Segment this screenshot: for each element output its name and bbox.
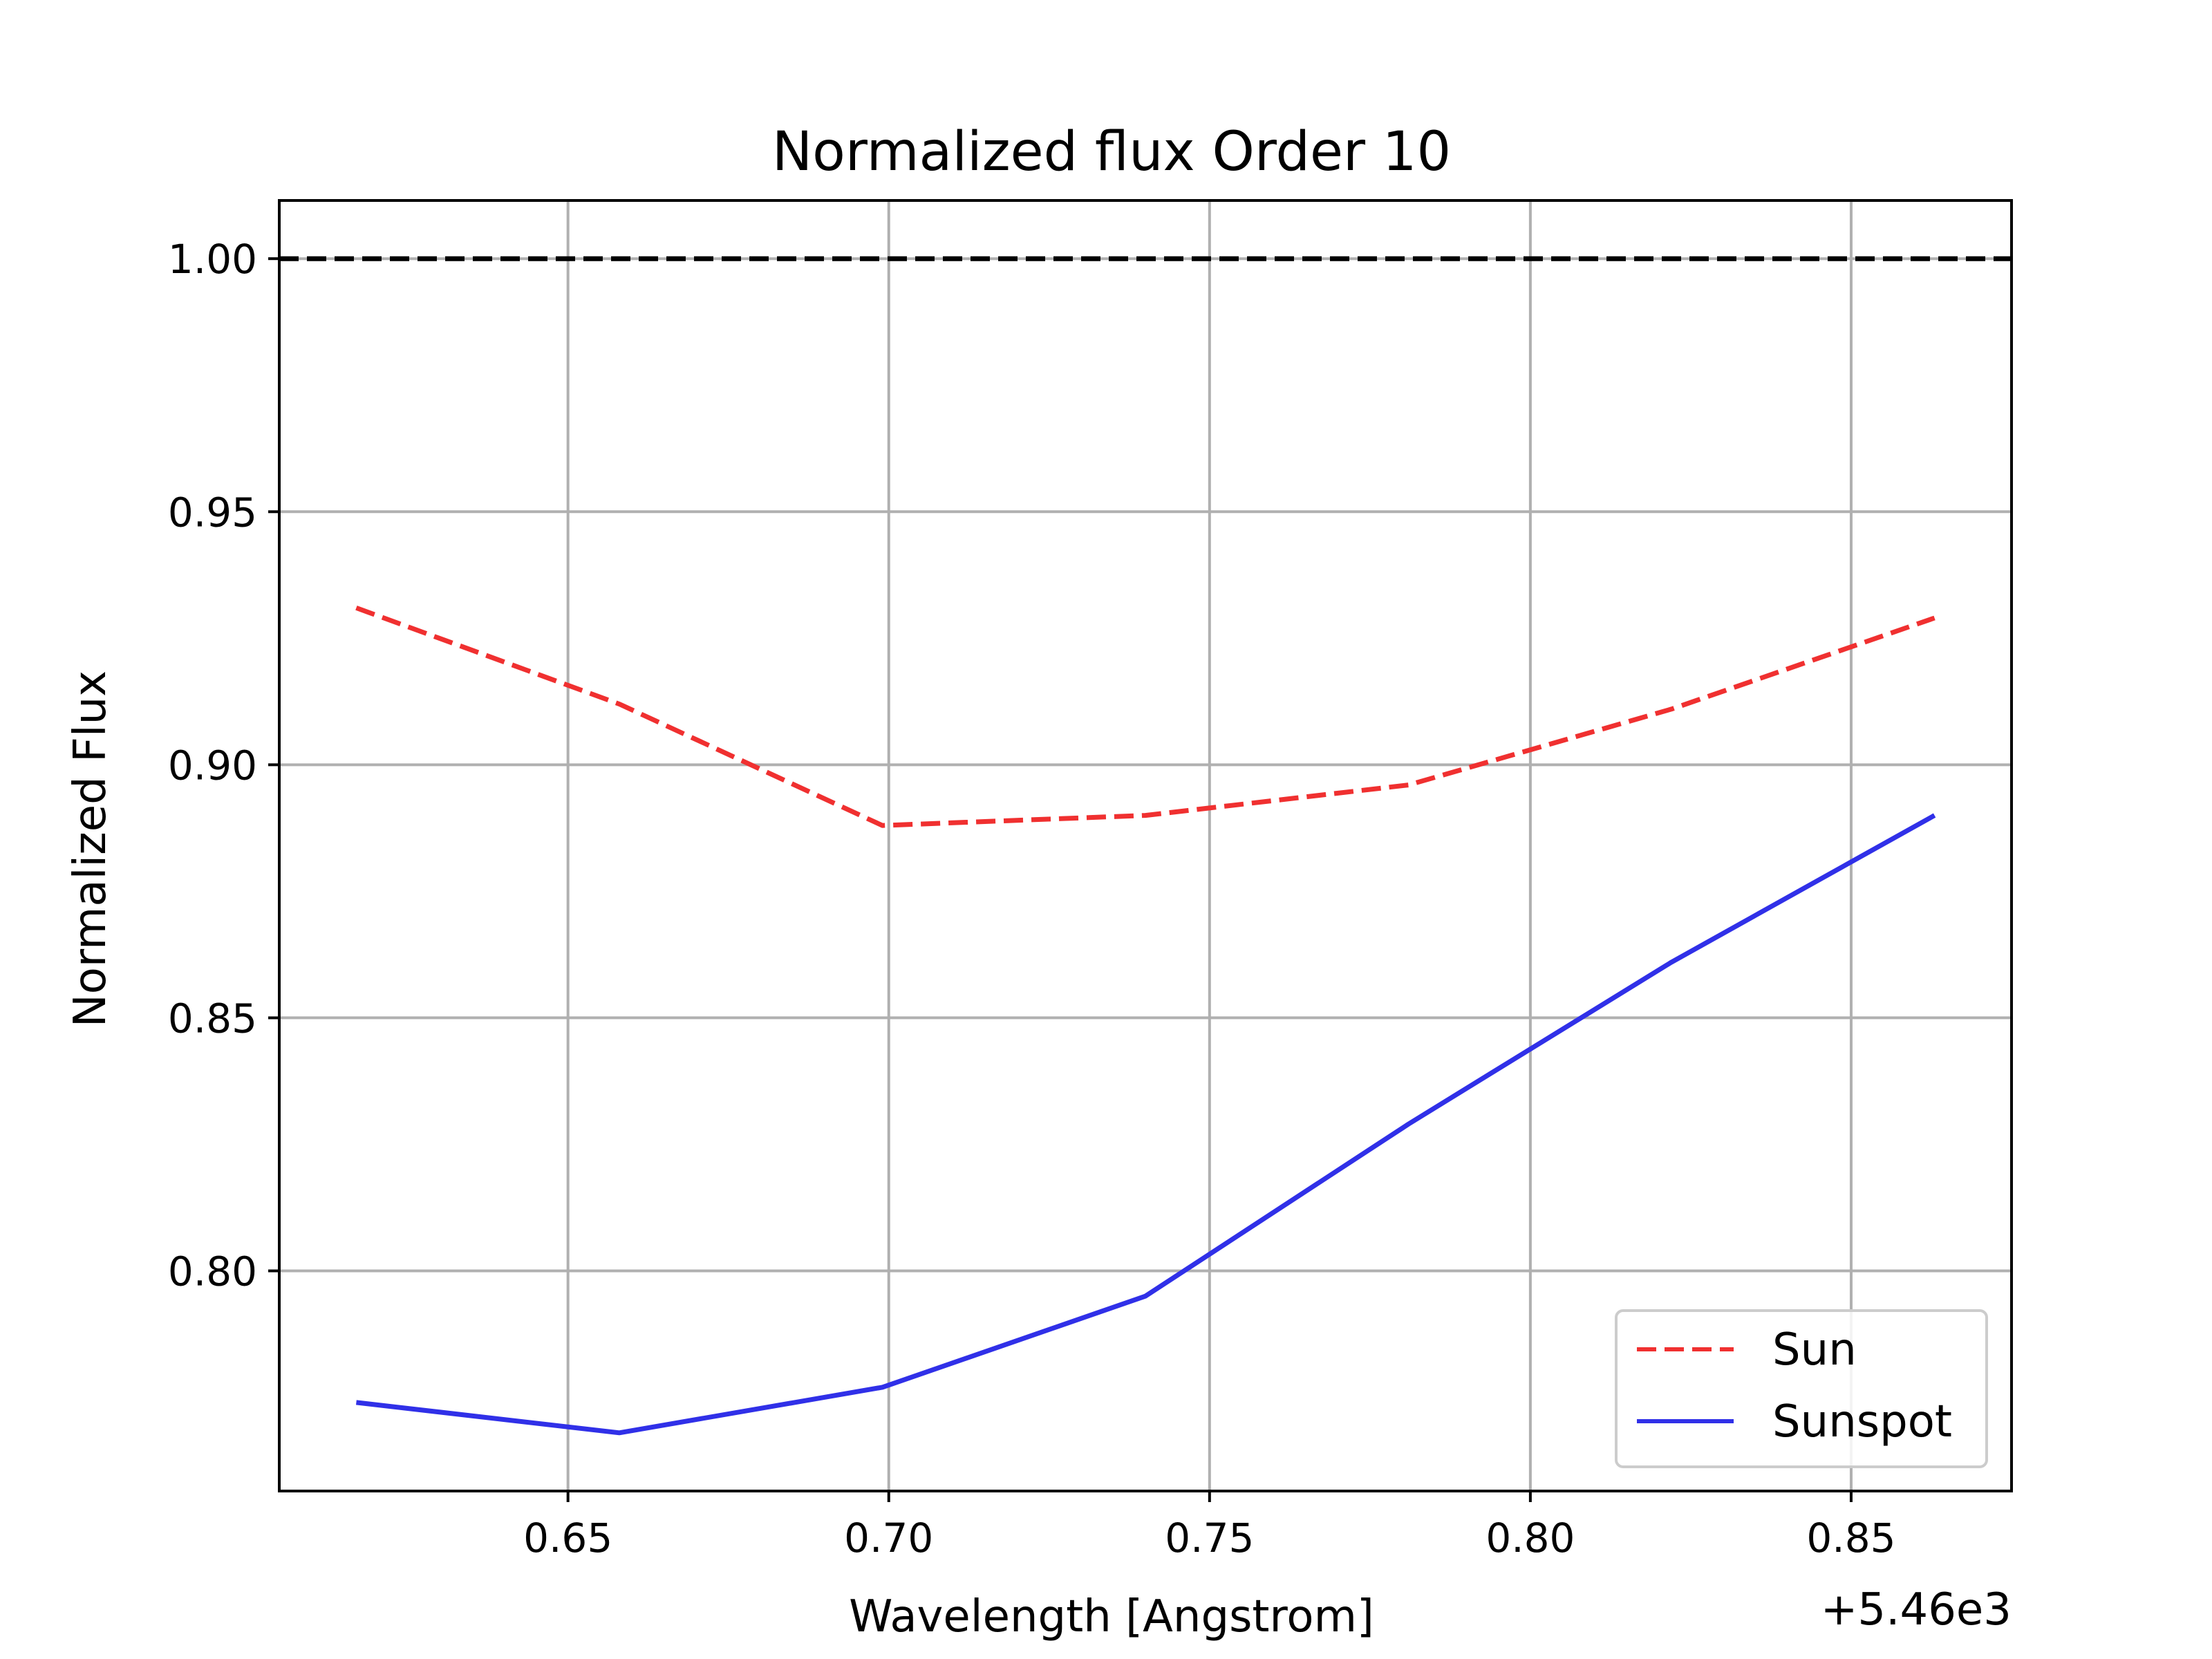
- y-tick-label: 0.95: [168, 489, 257, 536]
- y-tick-label: 1.00: [168, 236, 257, 283]
- y-tick-label: 0.90: [168, 742, 257, 789]
- y-axis-ticks: 0.80 0.85 0.90 0.95 1.00: [168, 236, 279, 1295]
- legend-label-sunspot: Sunspot: [1772, 1396, 1952, 1447]
- chart-title: Normalized flux Order 10: [772, 121, 1451, 183]
- x-tick-label: 0.70: [844, 1515, 933, 1562]
- x-axis-offset-label: +5.46e3: [1821, 1584, 2012, 1635]
- series-line-sunspot: [355, 813, 1936, 1436]
- legend: Sun Sunspot: [1615, 1309, 1988, 1468]
- y-axis-title: Normalized Flux: [65, 671, 116, 1027]
- series-layer: [355, 606, 1936, 1436]
- y-tick-label: 0.85: [168, 995, 257, 1042]
- legend-label-sun: Sun: [1772, 1324, 1857, 1376]
- x-axis-title: Wavelength [Angstrom]: [849, 1591, 1374, 1642]
- x-tick-label: 0.80: [1485, 1515, 1575, 1562]
- series-line-sun: [355, 606, 1936, 828]
- plot-frame: [278, 199, 2013, 1492]
- x-tick-label: 0.75: [1165, 1515, 1254, 1562]
- y-tick-label: 0.80: [168, 1248, 257, 1295]
- x-tick-label: 0.85: [1806, 1515, 1895, 1562]
- x-tick-label: 0.65: [523, 1515, 612, 1562]
- x-axis-ticks: 0.65 0.70 0.75 0.80 0.85: [523, 1491, 1896, 1562]
